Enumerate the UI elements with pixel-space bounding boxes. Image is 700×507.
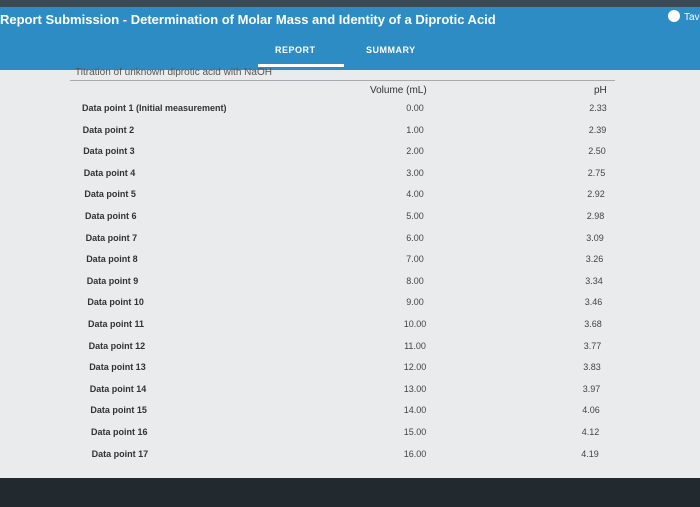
row-label: Data point 15 (90, 405, 147, 416)
volume-cell: 10.00 (403, 319, 427, 329)
header-bar (0, 7, 700, 70)
row-label: Data point 13 (89, 362, 146, 373)
column-header: pH (594, 85, 607, 96)
row-label: Data point 3 (83, 146, 135, 157)
ph-cell: 3.26 (585, 254, 604, 265)
ph-cell: 2.75 (587, 167, 606, 178)
volume-cell: 0.00 (406, 103, 424, 113)
ph-cell: 4.12 (581, 427, 600, 437)
table-caption: Titration of unknown diprotic acid with … (75, 67, 272, 78)
ph-cell: 2.98 (586, 211, 605, 221)
ph-cell: 4.06 (582, 405, 600, 416)
screen-bezel (0, 478, 700, 507)
row-label: Data point 17 (91, 448, 149, 459)
divider (70, 80, 615, 81)
volume-cell: 5.00 (406, 211, 424, 221)
page-title: Report Submission - Determination of Mol… (0, 12, 496, 27)
row-label: Data point 12 (88, 340, 146, 351)
row-label: Data point 16 (91, 427, 148, 437)
user-name[interactable]: Tave (684, 12, 700, 23)
row-label: Data point 11 (88, 319, 145, 329)
row-label: Data point 7 (85, 232, 138, 243)
volume-cell: 1.00 (406, 124, 424, 135)
ph-cell: 3.68 (584, 319, 602, 329)
ph-cell: 3.97 (582, 383, 601, 394)
top-strip (0, 0, 700, 7)
user-icon[interactable] (668, 10, 680, 22)
tab-summary[interactable]: SUMMARY (366, 45, 416, 55)
row-label: Data point 1 (Initial measurement) (82, 103, 227, 113)
volume-cell: 6.00 (406, 232, 424, 243)
volume-cell: 9.00 (406, 297, 424, 308)
volume-cell: 15.00 (403, 427, 427, 437)
volume-cell: 12.00 (403, 362, 427, 373)
row-label: Data point 8 (86, 254, 138, 265)
row-label: Data point 14 (89, 383, 147, 394)
active-tab-indicator (258, 64, 344, 67)
ph-cell: 2.33 (589, 103, 607, 113)
ph-cell: 4.19 (581, 448, 599, 459)
row-label: Data point 4 (83, 167, 136, 178)
row-label: Data point 5 (84, 189, 136, 200)
ph-cell: 3.83 (583, 362, 601, 373)
volume-cell: 16.00 (403, 448, 427, 459)
volume-cell: 4.00 (406, 189, 424, 200)
ph-cell: 3.46 (584, 297, 603, 308)
ph-cell: 3.34 (585, 275, 603, 286)
volume-cell: 7.00 (406, 254, 424, 265)
row-label: Data point 10 (87, 297, 144, 308)
volume-cell: 14.00 (403, 405, 427, 416)
volume-cell: 8.00 (406, 275, 424, 286)
ph-cell: 2.39 (588, 124, 607, 135)
row-label: Data point 2 (82, 124, 135, 135)
column-header: Volume (mL) (370, 85, 427, 96)
volume-cell: 13.00 (403, 383, 427, 394)
volume-cell: 3.00 (406, 167, 424, 178)
volume-cell: 2.00 (406, 146, 424, 157)
tab-report[interactable]: REPORT (275, 45, 316, 55)
ph-cell: 3.77 (583, 340, 602, 351)
volume-cell: 11.00 (404, 340, 426, 351)
ph-cell: 2.50 (588, 146, 606, 157)
row-label: Data point 9 (86, 275, 139, 286)
ph-cell: 2.92 (587, 189, 605, 200)
ph-cell: 3.09 (586, 232, 604, 243)
row-label: Data point 6 (85, 211, 137, 221)
